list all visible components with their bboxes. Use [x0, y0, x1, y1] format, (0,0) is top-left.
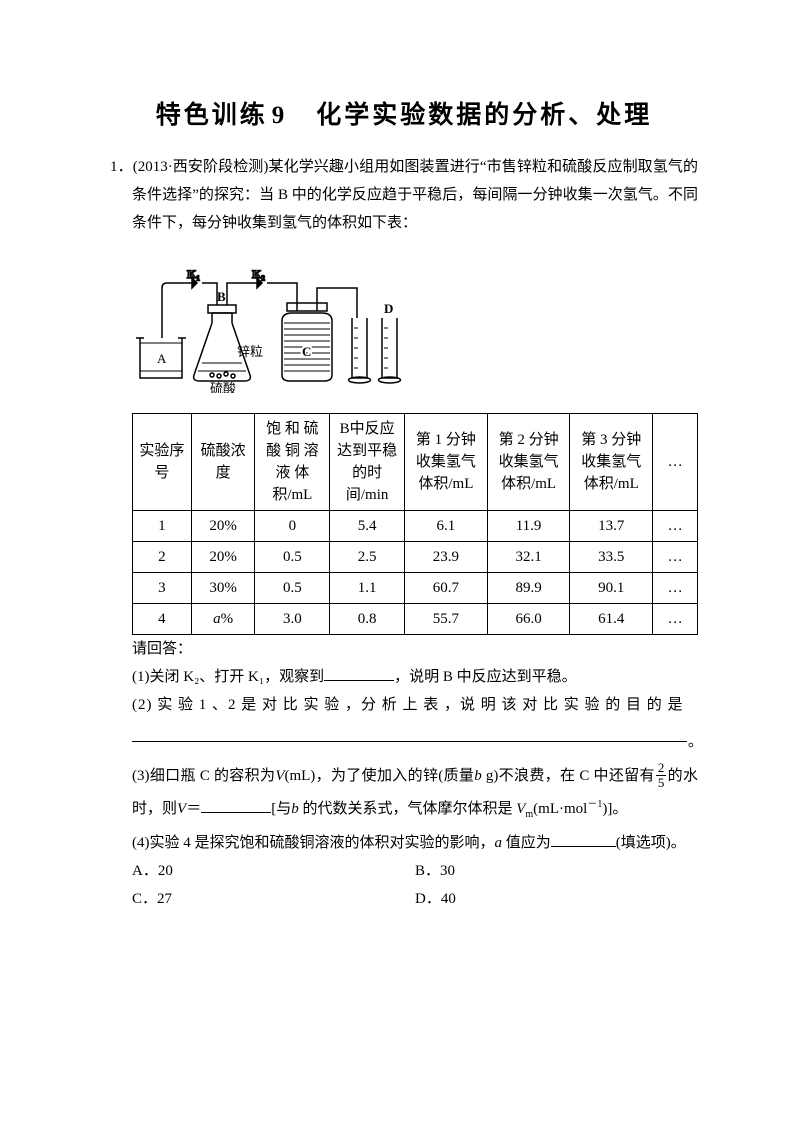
table-row: 120%05.46.111.913.7… — [133, 511, 698, 542]
table-cell: 23.9 — [405, 542, 488, 573]
table-cell: 0 — [255, 511, 330, 542]
page-title: 特色训练9 化学实验数据的分析、处理 — [110, 95, 698, 131]
table-header-cell: B中反应达到平稳的时间/min — [330, 414, 405, 511]
table-header-cell: 实验序号 — [133, 414, 192, 511]
table-cell: 4 — [133, 604, 192, 635]
table-cell: 3.0 — [255, 604, 330, 635]
table-cell: … — [653, 573, 698, 604]
table-row: 220%0.52.523.932.133.5… — [133, 542, 698, 573]
table-header-row: 实验序号硫酸浓度饱 和 硫酸 铜 溶液 体 积/mLB中反应达到平稳的时间/mi… — [133, 414, 698, 511]
options: A．20 B．30 C．27 D．40 — [110, 857, 698, 913]
apparatus-diagram: A 锌粒 硫酸 B K₁ — [110, 243, 698, 403]
label-A: A — [157, 351, 167, 366]
table-cell: 3 — [133, 573, 192, 604]
title-prefix: 特色训练 — [156, 101, 268, 129]
question-stem: 1．(2013·西安阶段检测)某化学兴趣小组用如图装置进行“市售锌粒和硫酸反应制… — [110, 153, 698, 237]
table-cell: 0.5 — [255, 573, 330, 604]
table-cell: 1.1 — [330, 573, 405, 604]
table-cell: 33.5 — [570, 542, 653, 573]
table-cell: 6.1 — [405, 511, 488, 542]
blank-4[interactable] — [551, 831, 616, 847]
label-C: C — [302, 344, 311, 359]
option-D[interactable]: D．40 — [415, 885, 698, 913]
table-cell: 32.1 — [487, 542, 570, 573]
title-number: 9 — [272, 102, 285, 129]
table-cell: 11.9 — [487, 511, 570, 542]
after-table-text: 请回答： — [110, 635, 698, 663]
table-cell: 1 — [133, 511, 192, 542]
blank-2-line[interactable] — [132, 723, 687, 742]
table-cell: a% — [191, 604, 255, 635]
table-cell: 2.5 — [330, 542, 405, 573]
table-body: 120%05.46.111.913.7…220%0.52.523.932.133… — [133, 511, 698, 635]
sub-q1: (1)关闭 K₂、打开 K₁，观察到，说明 B 中反应达到平稳。 — [110, 663, 698, 691]
table-cell: 20% — [191, 511, 255, 542]
table-row: 4a%3.00.855.766.061.4… — [133, 604, 698, 635]
table-header-cell: … — [653, 414, 698, 511]
label-acid: 硫酸 — [210, 381, 236, 393]
table-cell: … — [653, 542, 698, 573]
table-cell: 60.7 — [405, 573, 488, 604]
table-cell: 55.7 — [405, 604, 488, 635]
sub-q4: (4)实验 4 是探究饱和硫酸铜溶液的体积对实验的影响，a 值应为(填选项)。 — [110, 829, 698, 857]
table-cell: 20% — [191, 542, 255, 573]
svg-text:B: B — [217, 289, 226, 304]
title-suffix: 化学实验数据的分析、处理 — [316, 101, 652, 129]
table-header-cell: 第 3 分钟收集氢气体积/mL — [570, 414, 653, 511]
table-cell: 2 — [133, 542, 192, 573]
sub-q2: (2) 实 验 1 、2 是 对 比 实 验 ，分 析 上 表 ，说 明 该 对… — [110, 691, 698, 719]
table-cell: 30% — [191, 573, 255, 604]
blank-3[interactable] — [201, 797, 271, 813]
table-cell: 66.0 — [487, 604, 570, 635]
table-cell: 61.4 — [570, 604, 653, 635]
label-D: D — [384, 301, 393, 316]
table-header-cell: 硫酸浓度 — [191, 414, 255, 511]
option-C[interactable]: C．27 — [132, 885, 415, 913]
label-zinc: 锌粒 — [237, 344, 263, 359]
table-cell: … — [653, 511, 698, 542]
table-cell: 13.7 — [570, 511, 653, 542]
table-header-cell: 第 1 分钟收集氢气体积/mL — [405, 414, 488, 511]
table-cell: 0.5 — [255, 542, 330, 573]
table-cell: 0.8 — [330, 604, 405, 635]
table-header-cell: 第 2 分钟收集氢气体积/mL — [487, 414, 570, 511]
label-K1: K₁ — [187, 267, 200, 281]
table-cell: 5.4 — [330, 511, 405, 542]
table-cell: … — [653, 604, 698, 635]
q-number: 1． — [110, 159, 133, 175]
table-row: 330%0.51.160.789.990.1… — [133, 573, 698, 604]
sub-q3: (3)细口瓶 C 的容积为V(mL)，为了使加入的锌(质量b g)不浪费，在 C… — [110, 762, 698, 829]
blank-1[interactable] — [324, 665, 394, 681]
q-source: (2013·西安阶段检测) — [133, 159, 269, 175]
label-K2: K₂ — [252, 267, 265, 281]
table-cell: 90.1 — [570, 573, 653, 604]
option-B[interactable]: B．30 — [415, 857, 698, 885]
option-A[interactable]: A．20 — [132, 857, 415, 885]
table-cell: 89.9 — [487, 573, 570, 604]
data-table: 实验序号硫酸浓度饱 和 硫酸 铜 溶液 体 积/mLB中反应达到平稳的时间/mi… — [132, 413, 698, 635]
table-header-cell: 饱 和 硫酸 铜 溶液 体 积/mL — [255, 414, 330, 511]
